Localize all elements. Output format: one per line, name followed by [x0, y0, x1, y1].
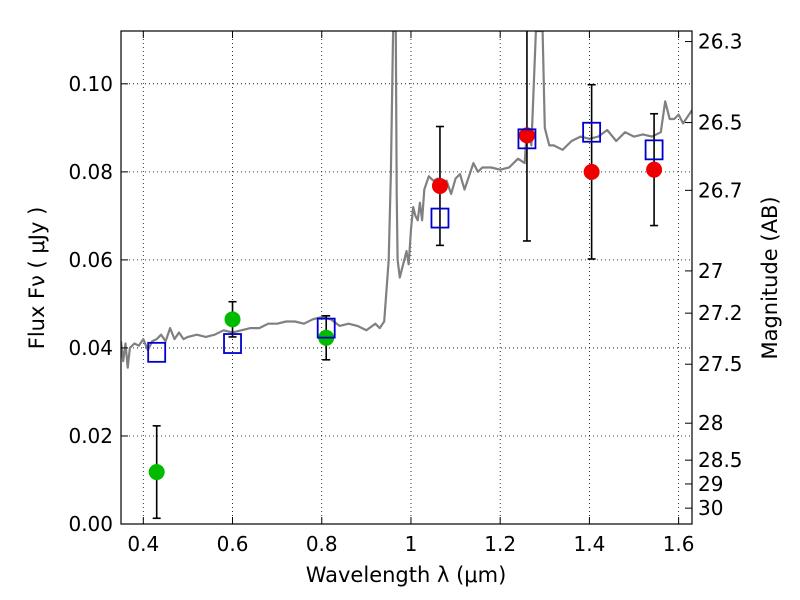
red-point-0 [431, 177, 448, 194]
y2-tick-label-9: 30 [698, 496, 723, 520]
model-square-3 [430, 207, 450, 229]
x-tick-label-3: 1 [405, 532, 418, 556]
y2-tick-label-2: 26.7 [698, 178, 743, 202]
red-point-2 [583, 163, 600, 180]
model-square-4 [517, 128, 537, 150]
x-tick-label-5: 1.4 [573, 532, 605, 556]
y-tick-label-3: 0.06 [68, 248, 113, 272]
green-point-0 [148, 464, 165, 481]
spectrum-line [121, 31, 692, 369]
x-axis-label: Wavelength λ (μm) [306, 563, 507, 587]
y2-tick-label-3: 27 [698, 259, 723, 283]
y-tick-label-1: 0.02 [68, 424, 113, 448]
y-axis-label: Flux Fν ( μJy ) [25, 207, 49, 350]
plot-frame [120, 30, 693, 525]
model-square-0 [147, 341, 167, 363]
y-tick-label-5: 0.10 [68, 72, 113, 96]
model-square-5 [582, 121, 602, 143]
model-square-2 [316, 317, 336, 339]
data-layer [121, 31, 692, 520]
y2-tick-label-0: 26.3 [698, 30, 743, 54]
model-square-1 [223, 333, 242, 354]
y2-tick-label-6: 28 [698, 411, 723, 435]
red-point-3 [646, 161, 663, 178]
model-square-6 [644, 139, 664, 161]
red-point-1 [518, 127, 535, 144]
y2-tick-label-4: 27.2 [698, 301, 743, 325]
y2-tick-label-8: 29 [698, 472, 723, 496]
green-point-1 [224, 311, 241, 328]
x-tick-label-2: 0.8 [306, 532, 338, 556]
y-tick-label-2: 0.04 [68, 336, 113, 360]
x-tick-label-0: 0.4 [127, 532, 159, 556]
y2-tick-label-1: 26.5 [698, 111, 743, 135]
x-tick-label-1: 0.6 [217, 532, 249, 556]
y-tick-label-0: 0.00 [68, 512, 113, 536]
x-tick-label-6: 1.6 [663, 532, 695, 556]
y2-tick-label-5: 27.5 [698, 352, 743, 376]
y2-tick-label-7: 28.5 [698, 448, 743, 472]
y2-axis-label: Magnitude (AB) [758, 196, 782, 359]
y-tick-label-4: 0.08 [68, 160, 113, 184]
ticks: 0.4 0.6 0.8 1 1.2 1.4 1.6 0.00 0.02 0.04 0.06 0.08 0… [68, 30, 742, 556]
x-tick-label-4: 1.2 [484, 532, 516, 556]
